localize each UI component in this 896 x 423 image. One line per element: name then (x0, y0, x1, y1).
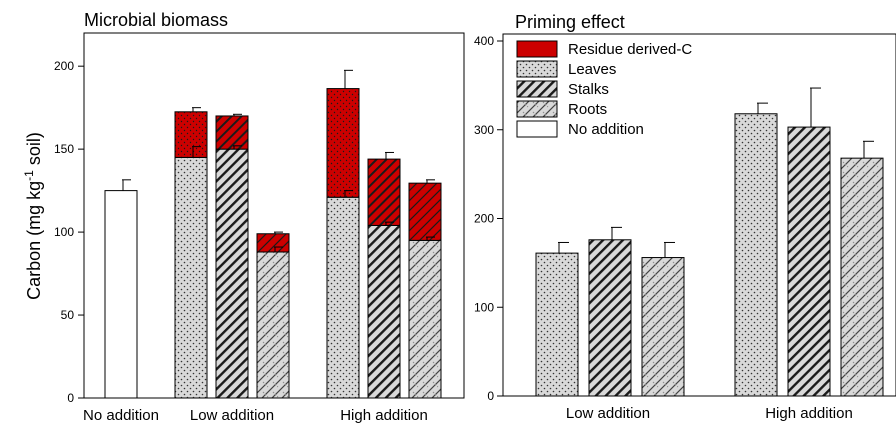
legend-swatch (516, 60, 558, 78)
bar-high-addition-stalks (787, 87, 831, 397)
legend-item-residue-derived-c: Residue derived-C (516, 40, 692, 58)
y-tick-label: 400 (474, 34, 494, 48)
bar-residue-segment (174, 111, 208, 158)
legend-label: No addition (568, 121, 644, 138)
legend-label: Leaves (568, 61, 616, 78)
bar-residue-segment (408, 182, 442, 241)
bar-low-addition-roots (641, 241, 685, 397)
legend-swatch (516, 40, 558, 58)
legend: Residue derived-C Leaves Stalks Roots No add… (516, 40, 692, 138)
bar-base-segment (215, 148, 249, 399)
bar-high-addition-roots (840, 140, 884, 397)
bar-segment (840, 157, 884, 397)
bar-base-segment (408, 239, 442, 399)
bar-low-addition-stalks (215, 113, 249, 399)
legend-item-leaves: Leaves (516, 60, 616, 78)
bar-base-segment (174, 156, 208, 399)
bar-high-addition-stalks (367, 151, 401, 399)
legend-item-no-addition: No addition (516, 120, 644, 138)
x-category-label: Low addition (190, 407, 274, 423)
legend-item-roots: Roots (516, 100, 607, 118)
y-tick-label: 300 (474, 123, 494, 137)
bar-high-addition-roots (408, 179, 442, 399)
bar-residue-segment (326, 88, 360, 198)
y-tick-label: 150 (54, 142, 74, 156)
bar-base-segment (326, 196, 360, 399)
bar-high-addition-leaves (326, 69, 360, 399)
right-panel-title: Priming effect (515, 12, 625, 32)
y-tick-label: 50 (61, 308, 75, 322)
y-tick-label: 0 (67, 391, 74, 405)
legend-swatch (516, 120, 558, 138)
y-tick-label: 0 (487, 389, 494, 403)
bar-low-addition-roots (256, 231, 290, 399)
bar-high-addition-leaves (734, 102, 778, 397)
bar-low-addition-leaves (535, 241, 579, 397)
bar-segment (535, 252, 579, 397)
legend-item-stalks: Stalks (516, 80, 609, 98)
x-category-label: High addition (340, 407, 428, 423)
right-plot-frame (502, 33, 896, 397)
y-tick-label: 200 (474, 212, 494, 226)
microbial-biomass-panel: Microbial biomass 0 50 100 150 200 No additi… (22, 10, 465, 423)
legend-label: Stalks (568, 81, 609, 98)
left-panel-title: Microbial biomass (84, 10, 228, 30)
bar-residue-segment (215, 115, 249, 150)
y-axis-label: Carbon (mg kg-1 soil) (22, 132, 44, 300)
bar-base-segment (104, 190, 138, 399)
legend-swatch (516, 100, 558, 118)
priming-effect-panel: Priming effect 0 100 200 300 400 Low additio… (474, 12, 896, 422)
bar-low-addition-leaves (174, 107, 208, 399)
bar-residue-segment (256, 233, 290, 253)
x-category-label: Low addition (566, 405, 650, 422)
bar-residue-segment (367, 158, 401, 226)
legend-label: Residue derived-C (568, 41, 692, 58)
legend-label: Roots (568, 101, 607, 118)
x-category-label: No addition (83, 407, 159, 423)
y-tick-label: 200 (54, 59, 74, 73)
y-tick-label: 100 (474, 300, 494, 314)
y-tick-label: 100 (54, 225, 74, 239)
bar-base-segment (256, 251, 290, 399)
bar-segment (787, 126, 831, 397)
legend-swatch (516, 80, 558, 98)
bar-base-segment (367, 224, 401, 399)
bar-low-addition-stalks (588, 226, 632, 397)
bar-segment (588, 239, 632, 397)
bar-segment (734, 113, 778, 397)
x-category-label: High addition (765, 405, 853, 422)
bar-no-addition-no-addition (104, 179, 138, 399)
bar-segment (641, 257, 685, 397)
